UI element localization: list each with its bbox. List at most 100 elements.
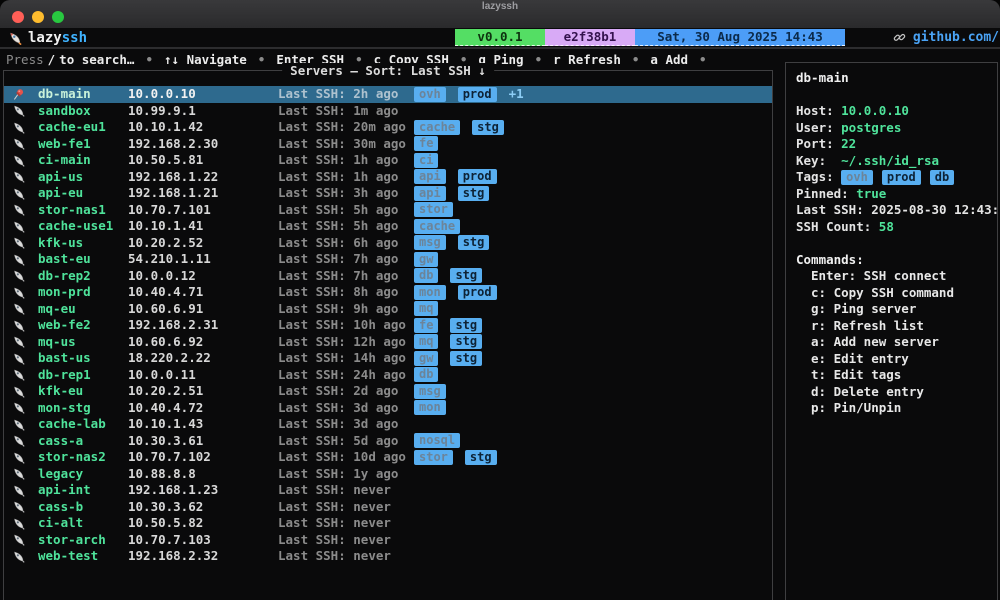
server-name: api-int: [38, 482, 91, 497]
rocket-icon: [12, 269, 25, 283]
link-icon: [893, 31, 906, 44]
server-last-ssh: Last SSH: 14h ago: [278, 350, 406, 365]
server-row[interactable]: api-int 192.168.1.23 Last SSH: never: [4, 482, 772, 499]
server-row[interactable]: web-fe1 192.168.2.30 Last SSH: 30m ago f…: [4, 136, 772, 153]
rocket-icon: [12, 368, 25, 382]
server-ip: 10.30.3.62: [128, 498, 204, 514]
server-ip: 192.168.1.22: [128, 168, 219, 184]
server-list: db-main 10.0.0.10 Last SSH: 2h ago ovh pr…: [4, 86, 772, 565]
server-row[interactable]: bast-us 18.220.2.22 Last SSH: 14h ago gw…: [4, 350, 772, 367]
minimize-button[interactable]: [32, 11, 44, 23]
command-item: p: Pin/Unpin: [811, 400, 902, 415]
server-row[interactable]: legacy 10.88.8.8 Last SSH: 1y ago: [4, 466, 772, 483]
rocket-icon: [12, 286, 25, 299]
tag-badge: stg: [457, 235, 490, 251]
servers-panel: Servers — Sort: Last SSH ↓ db-main 10.0.…: [3, 63, 773, 600]
help-shortcut: • g Ping: [449, 52, 524, 67]
detail-label: User:: [796, 119, 842, 135]
server-row[interactable]: db-rep2 10.0.0.12 Last SSH: 7h ago db stg: [4, 268, 772, 285]
tag-badge: stg: [457, 185, 490, 201]
server-row[interactable]: stor-nas1 10.70.7.101 Last SSH: 5h ago s…: [4, 202, 772, 219]
github-link[interactable]: github.com/: [893, 29, 1000, 46]
server-row[interactable]: stor-arch 10.70.7.103 Last SSH: never: [4, 532, 772, 549]
server-row[interactable]: stor-nas2 10.70.7.102 Last SSH: 10d ago …: [4, 449, 772, 466]
server-row[interactable]: api-us 192.168.1.22 Last SSH: 1h ago api…: [4, 169, 772, 186]
detail-field: Pinned: true: [796, 186, 997, 203]
tag-badge: stg: [472, 119, 504, 135]
server-row[interactable]: cache-eu1 10.10.1.42 Last SSH: 20m ago c…: [4, 119, 772, 136]
commit-badge: e2f38b1: [545, 29, 635, 46]
rocket-icon: [12, 319, 25, 332]
tag-badge: msg: [414, 383, 446, 399]
server-row[interactable]: web-fe2 192.168.2.31 Last SSH: 10h ago f…: [4, 317, 772, 334]
servers-panel-title: Servers — Sort: Last SSH ↓: [282, 63, 494, 78]
server-row[interactable]: db-main 10.0.0.10 Last SSH: 2h ago ovh pr…: [4, 86, 772, 103]
server-row[interactable]: mq-us 10.60.6.92 Last SSH: 12h ago mq stg: [4, 334, 772, 351]
server-ip: 10.70.7.103: [128, 531, 211, 547]
server-tags: cache: [414, 218, 772, 234]
rocket-icon: [12, 170, 25, 184]
server-row[interactable]: web-test 192.168.2.32 Last SSH: never: [4, 548, 772, 565]
titlebar: lazyssh: [0, 0, 1000, 28]
header-badges: v0.0.1 e2f38b1 Sat, 30 Aug 2025 14:43: [455, 29, 845, 46]
server-name: bast-eu: [38, 251, 91, 266]
tag-badge: nosql: [414, 433, 461, 449]
server-last-ssh: Last SSH: 5d ago: [278, 432, 399, 448]
server-row[interactable]: mq-eu 10.60.6.91 Last SSH: 9h ago mq: [4, 301, 772, 318]
server-row[interactable]: mon-stg 10.40.4.72 Last SSH: 3d ago mon: [4, 400, 772, 417]
server-row[interactable]: kfk-us 10.20.2.52 Last SSH: 6h ago msg st…: [4, 235, 772, 252]
zoom-button[interactable]: [52, 11, 64, 23]
app-brand: lazyssh: [8, 29, 87, 46]
server-row[interactable]: db-rep1 10.0.0.11 Last SSH: 24h ago db: [4, 367, 772, 384]
tag-badge: msg: [414, 235, 446, 251]
tag-badge: gw: [414, 251, 439, 267]
server-name: kfk-eu: [38, 383, 84, 398]
server-row[interactable]: ci-main 10.50.5.81 Last SSH: 1h ago ci: [4, 152, 772, 169]
rocket-icon: [12, 236, 25, 250]
server-row[interactable]: api-eu 192.168.1.21 Last SSH: 3h ago api…: [4, 185, 772, 202]
window-title: lazyssh: [481, 1, 519, 12]
tag-badge: stg: [450, 334, 483, 350]
server-row[interactable]: cache-use1 10.10.1.41 Last SSH: 5h ago c…: [4, 218, 772, 235]
detail-label: Last SSH:: [796, 202, 872, 217]
rocket-icon: [12, 550, 25, 563]
command-item: a: Add new server: [811, 334, 939, 349]
shortcut-label: Add: [665, 52, 689, 67]
server-ip: 192.168.2.31: [128, 317, 219, 332]
server-tags: cache stg: [414, 119, 772, 135]
server-row[interactable]: bast-eu 54.210.1.11 Last SSH: 7h ago gw: [4, 251, 772, 268]
server-last-ssh: Last SSH: never: [278, 482, 391, 497]
server-last-ssh: Last SSH: 20m ago: [278, 119, 406, 134]
rocket-icon: [12, 137, 25, 151]
close-button[interactable]: [12, 11, 24, 23]
server-last-ssh: Last SSH: 3h ago: [278, 185, 399, 200]
server-name: mq-us: [38, 333, 76, 349]
server-row[interactable]: cass-a 10.30.3.61 Last SSH: 5d ago nosql: [4, 433, 772, 450]
server-name: db-main: [38, 86, 91, 101]
server-last-ssh: Last SSH: 6h ago: [278, 234, 399, 250]
server-ip: 192.168.1.23: [128, 482, 219, 497]
server-ip: 10.40.4.71: [128, 284, 204, 299]
tag-badge: mq: [414, 301, 439, 317]
server-row[interactable]: sandbox 10.99.9.1 Last SSH: 1m ago: [4, 103, 772, 120]
server-last-ssh: Last SSH: 10d ago: [278, 449, 406, 464]
server-row[interactable]: kfk-eu 10.20.2.51 Last SSH: 2d ago msg: [4, 383, 772, 400]
server-row[interactable]: mon-prd 10.40.4.71 Last SSH: 8h ago mon p…: [4, 284, 772, 301]
server-row[interactable]: ci-alt 10.50.5.82 Last SSH: never: [4, 515, 772, 532]
server-row[interactable]: cache-lab 10.10.1.43 Last SSH: 3d ago: [4, 416, 772, 433]
tag-badge: db: [414, 367, 439, 383]
separator-dot: •: [459, 52, 468, 67]
server-tags: msg stg: [414, 235, 772, 251]
tag-badge: stor: [414, 449, 453, 465]
shortcut-key: g: [478, 52, 486, 67]
server-ip: 10.20.2.52: [128, 234, 204, 250]
tag-badge: stg: [450, 268, 483, 284]
server-last-ssh: Last SSH: 3d ago: [278, 399, 399, 415]
server-tags: fe: [414, 136, 772, 152]
tag-badge: api: [414, 185, 446, 201]
server-row[interactable]: cass-b 10.30.3.62 Last SSH: never: [4, 499, 772, 516]
detail-label: Tags:: [796, 169, 842, 184]
server-tags: msg: [414, 383, 772, 399]
server-ip: 10.70.7.102: [128, 449, 211, 464]
